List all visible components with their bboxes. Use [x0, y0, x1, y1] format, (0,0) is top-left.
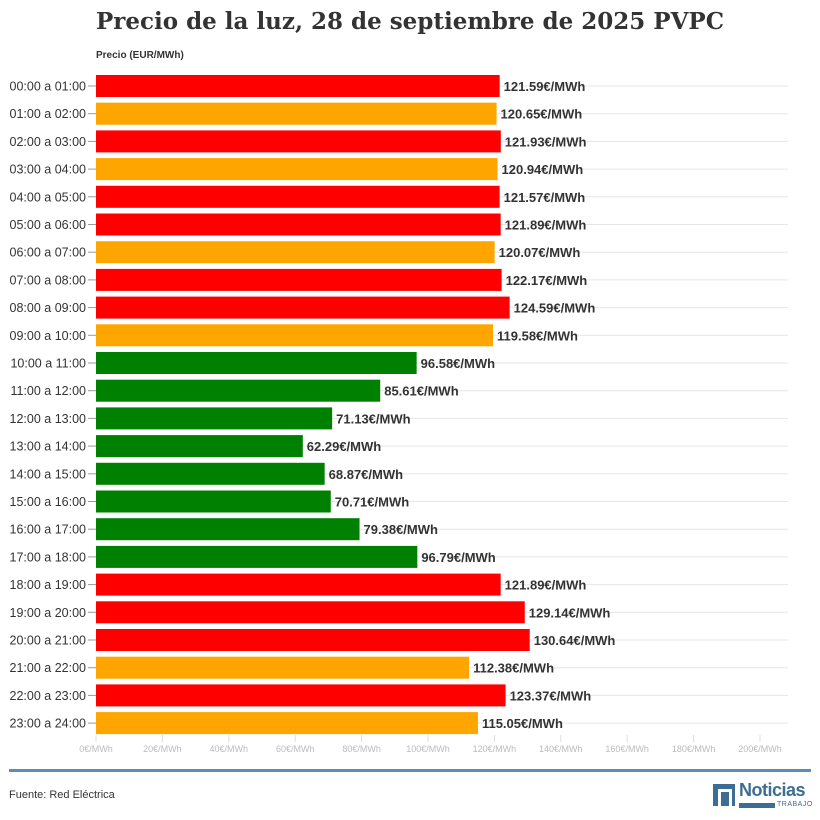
data-label: 96.58€/MWh [421, 356, 495, 371]
y-tick-label: 22:00 a 23:00 [10, 689, 87, 703]
data-label: 123.37€/MWh [510, 688, 592, 703]
axis-label: Precio (EUR/MWh) [96, 50, 184, 61]
bar [96, 545, 418, 568]
y-tick-label: 05:00 a 06:00 [10, 218, 87, 232]
data-label: 96.79€/MWh [421, 550, 495, 565]
y-tick-label: 21:00 a 22:00 [10, 661, 87, 675]
bar [96, 462, 325, 485]
data-label: 121.93€/MWh [505, 134, 587, 149]
data-label: 79.38€/MWh [364, 522, 438, 537]
data-label: 112.38€/MWh [473, 661, 554, 676]
data-label: 120.65€/MWh [501, 107, 583, 122]
bar [96, 296, 510, 319]
y-tick-label: 16:00 a 17:00 [10, 523, 87, 537]
x-tick-label: 20€/MWh [143, 744, 182, 754]
data-label: 121.57€/MWh [504, 190, 586, 205]
y-tick-label: 13:00 a 14:00 [10, 440, 87, 454]
y-tick-label: 06:00 a 07:00 [10, 246, 87, 260]
y-tick-label: 02:00 a 03:00 [10, 135, 87, 149]
data-label: 121.89€/MWh [505, 578, 587, 593]
data-label: 129.14€/MWh [529, 605, 611, 620]
data-label: 119.58€/MWh [497, 328, 578, 343]
data-label: 71.13€/MWh [336, 411, 410, 426]
data-label: 120.94€/MWh [502, 162, 584, 177]
bar [96, 379, 381, 402]
data-label: 120.07€/MWh [499, 245, 581, 260]
y-tick-label: 00:00 a 01:00 [10, 80, 87, 94]
y-tick-label: 07:00 a 08:00 [10, 273, 87, 287]
y-tick-label: 15:00 a 16:00 [10, 495, 87, 509]
data-label: 85.61€/MWh [384, 384, 458, 399]
source-note: Fuente: Red Eléctrica [9, 789, 115, 801]
logo-sub: TRABAJO [777, 801, 813, 808]
logo-icon [713, 784, 735, 809]
chart-title: Precio de la luz, 28 de septiembre de 20… [95, 8, 725, 35]
x-tick-label: 200€/MWh [738, 744, 782, 754]
x-tick-label: 40€/MWh [210, 744, 249, 754]
data-label: 130.64€/MWh [534, 633, 616, 648]
y-tick-label: 19:00 a 20:00 [10, 606, 87, 620]
bar [96, 185, 500, 208]
data-label: 68.87€/MWh [329, 467, 403, 482]
bar [96, 158, 498, 181]
logo-word: Noticias [739, 780, 806, 800]
x-tick-label: 140€/MWh [539, 744, 583, 754]
x-tick-label: 0€/MWh [79, 744, 113, 754]
bar [96, 601, 525, 624]
bar [96, 130, 501, 153]
y-tick-label: 01:00 a 02:00 [10, 107, 87, 121]
y-tick-label: 10:00 a 11:00 [10, 357, 86, 371]
x-tick-label: 80€/MWh [342, 744, 381, 754]
y-tick-label: 04:00 a 05:00 [10, 190, 87, 204]
bar [96, 712, 478, 735]
y-tick-label: 08:00 a 09:00 [10, 301, 87, 315]
y-tick-label: 03:00 a 04:00 [10, 163, 87, 177]
logo-bar [739, 803, 775, 808]
bar [96, 490, 331, 513]
y-tick-label: 23:00 a 24:00 [10, 717, 87, 731]
y-tick-label: 20:00 a 21:00 [10, 634, 87, 648]
y-tick-label: 11:00 a 12:00 [10, 384, 86, 398]
noticias-trabajo-logo: Noticias TRABAJO [713, 781, 813, 811]
data-label: 62.29€/MWh [307, 439, 381, 454]
x-tick-label: 100€/MWh [406, 744, 450, 754]
divider [9, 769, 811, 772]
bar [96, 241, 495, 264]
x-tick-label: 180€/MWh [672, 744, 716, 754]
y-tick-label: 17:00 a 18:00 [10, 550, 87, 564]
data-label: 122.17€/MWh [506, 273, 588, 288]
bar [96, 102, 497, 125]
x-tick-label: 120€/MWh [473, 744, 517, 754]
bar [96, 629, 530, 651]
data-label: 121.59€/MWh [504, 79, 586, 94]
x-tick-label: 60€/MWh [276, 744, 315, 754]
bar [96, 352, 417, 374]
bar [96, 213, 501, 236]
data-label: 115.05€/MWh [482, 716, 563, 731]
data-label: 124.59€/MWh [514, 301, 596, 316]
x-tick-label: 160€/MWh [605, 744, 649, 754]
bar [96, 435, 303, 458]
y-tick-label: 09:00 a 10:00 [10, 329, 87, 343]
y-tick-label: 12:00 a 13:00 [10, 412, 87, 426]
data-label: 70.71€/MWh [335, 495, 409, 510]
bar [96, 684, 506, 707]
bar [96, 518, 360, 541]
y-tick-label: 14:00 a 15:00 [10, 467, 87, 481]
bar [96, 407, 333, 430]
bar-chart: 0€/MWh 20€/MWh 40€/MWh 60€/MWh 80€/MWh 100€/M… [10, 75, 788, 754]
bar [96, 75, 500, 97]
bar [96, 268, 502, 291]
bar [96, 656, 470, 679]
bar [96, 573, 501, 596]
bar [96, 324, 494, 347]
data-label: 121.89€/MWh [505, 218, 587, 233]
y-tick-label: 18:00 a 19:00 [10, 578, 87, 592]
